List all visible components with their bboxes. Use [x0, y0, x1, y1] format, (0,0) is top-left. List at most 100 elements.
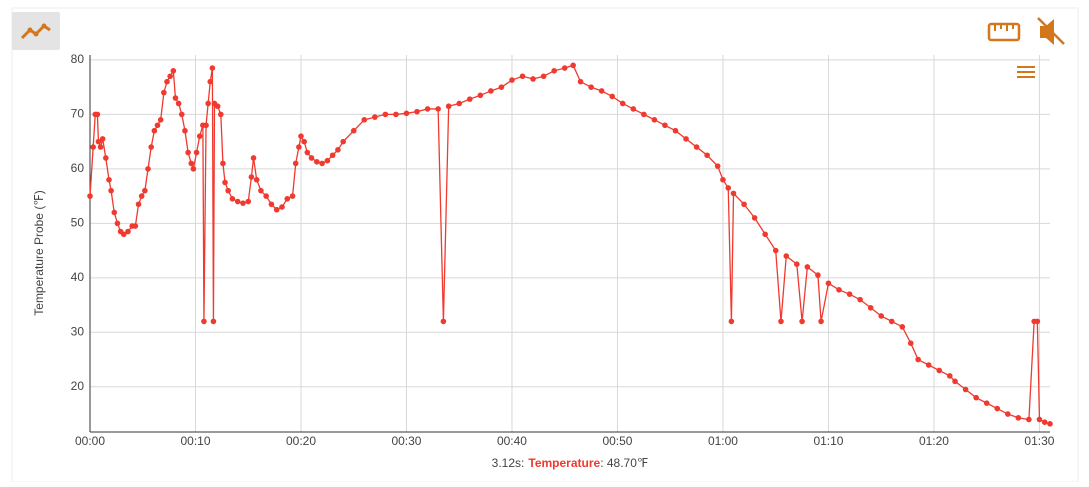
point — [424, 106, 431, 112]
point — [799, 318, 805, 325]
point — [741, 201, 747, 208]
ruler-button[interactable] — [987, 22, 1021, 42]
point — [292, 160, 299, 167]
point — [268, 201, 275, 208]
x-tick-label: 00:30 — [391, 434, 421, 448]
point — [818, 318, 824, 325]
point — [530, 76, 536, 82]
mute-button[interactable] — [1037, 17, 1065, 45]
x-tick-label: 01:00 — [708, 434, 738, 448]
point — [148, 144, 154, 150]
point — [815, 272, 821, 278]
point — [570, 62, 576, 69]
point — [825, 280, 832, 287]
point — [888, 318, 895, 325]
point — [836, 287, 842, 293]
point — [324, 157, 331, 164]
point — [201, 318, 207, 325]
point — [630, 106, 637, 112]
readout-time: 3.12s: — [492, 456, 525, 470]
point — [350, 127, 357, 134]
point — [778, 318, 784, 325]
point — [95, 138, 102, 145]
point — [279, 204, 285, 210]
point — [304, 149, 311, 156]
point — [878, 313, 885, 319]
point — [946, 373, 953, 379]
point — [973, 394, 979, 401]
x-tick-label: 00:00 — [75, 434, 105, 448]
y-tick-label: 20 — [71, 379, 85, 393]
point — [214, 103, 221, 110]
point — [161, 89, 167, 96]
point — [111, 209, 118, 216]
point — [728, 318, 735, 325]
y-tick-label: 50 — [71, 216, 85, 230]
point — [936, 367, 943, 374]
point — [188, 160, 195, 167]
point — [203, 122, 209, 129]
point — [619, 100, 626, 107]
menu-button[interactable] — [1017, 66, 1035, 78]
point — [225, 187, 231, 194]
point — [157, 117, 164, 123]
y-tick-label: 60 — [71, 161, 85, 175]
point — [1026, 416, 1032, 423]
point — [772, 247, 779, 254]
point — [751, 215, 758, 221]
point — [245, 198, 252, 205]
chart-toggle[interactable] — [12, 12, 60, 50]
readout-series: Temperature — [528, 456, 600, 470]
point — [488, 88, 494, 94]
point — [240, 200, 246, 206]
x-tick-label: 00:10 — [180, 434, 210, 448]
point — [730, 190, 737, 197]
point — [714, 163, 721, 169]
point — [167, 73, 173, 80]
y-tick-label: 80 — [71, 52, 85, 66]
x-tick-label: 01:30 — [1024, 434, 1054, 448]
point — [704, 152, 710, 159]
point — [577, 78, 584, 85]
point — [641, 111, 647, 118]
point — [218, 111, 224, 118]
point — [382, 111, 389, 118]
point — [196, 133, 203, 139]
point — [182, 127, 188, 134]
point — [899, 324, 906, 330]
point — [120, 231, 127, 238]
point — [651, 117, 658, 123]
point — [87, 193, 93, 199]
point — [540, 73, 547, 80]
point — [142, 187, 148, 194]
point — [106, 176, 112, 183]
point — [1041, 419, 1048, 425]
point — [329, 152, 336, 159]
point — [509, 77, 515, 83]
x-tick-label: 00:50 — [602, 434, 632, 448]
y-tick-label: 40 — [71, 270, 85, 284]
y-tick-label: 70 — [71, 107, 85, 121]
point — [207, 78, 214, 85]
point — [335, 146, 341, 153]
point — [983, 400, 990, 406]
x-tick-label: 01:20 — [919, 434, 949, 448]
point — [220, 160, 226, 167]
point — [154, 122, 161, 129]
point — [229, 196, 236, 202]
point — [498, 84, 505, 90]
readout-value: : 48.70℉ — [600, 456, 648, 470]
point — [94, 111, 101, 118]
point — [1034, 318, 1041, 325]
point — [114, 220, 121, 227]
card — [11, 7, 1079, 483]
point — [164, 78, 170, 85]
point — [172, 95, 179, 101]
point — [175, 100, 182, 107]
point — [725, 185, 732, 191]
point — [298, 133, 304, 139]
point — [296, 144, 302, 150]
point — [403, 110, 410, 117]
point — [762, 231, 768, 238]
